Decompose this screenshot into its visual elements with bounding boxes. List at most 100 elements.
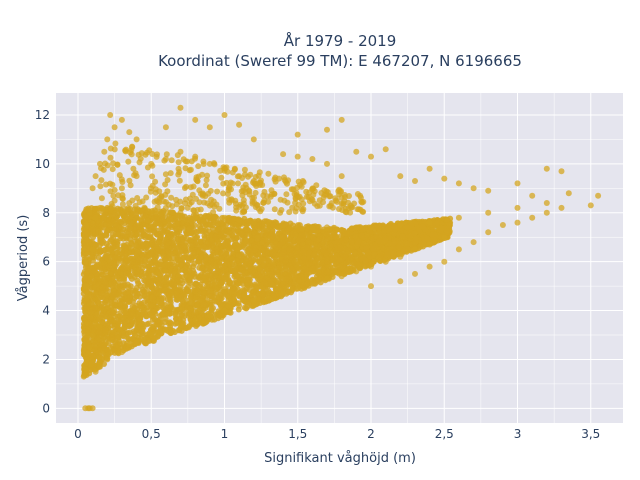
data-point xyxy=(133,284,140,291)
data-point xyxy=(438,225,445,232)
data-point xyxy=(152,263,159,270)
data-point xyxy=(86,278,93,285)
data-point xyxy=(97,238,104,245)
data-point xyxy=(129,258,136,265)
data-point xyxy=(102,340,109,347)
data-point xyxy=(122,246,129,252)
data-point xyxy=(210,252,216,259)
data-point xyxy=(177,261,184,268)
data-point xyxy=(371,250,378,257)
data-point xyxy=(99,284,106,291)
data-point xyxy=(251,292,258,299)
data-point xyxy=(114,255,121,262)
data-point xyxy=(445,228,451,235)
data-point xyxy=(144,276,151,282)
data-point xyxy=(160,253,167,260)
data-point xyxy=(113,222,120,229)
data-point xyxy=(141,293,148,300)
data-point xyxy=(136,316,143,323)
data-point xyxy=(356,249,362,256)
data-point xyxy=(175,273,182,280)
data-point xyxy=(95,254,102,261)
data-point xyxy=(151,308,158,315)
data-point xyxy=(243,285,250,292)
data-point xyxy=(196,264,203,271)
data-point xyxy=(302,265,309,272)
data-point xyxy=(174,257,181,264)
data-point xyxy=(183,250,190,257)
data-point xyxy=(219,278,226,285)
data-point xyxy=(102,253,109,260)
data-point xyxy=(279,251,285,258)
data-point xyxy=(98,289,105,296)
data-points xyxy=(80,104,602,412)
data-point xyxy=(211,262,218,269)
data-point xyxy=(167,299,174,306)
data-point xyxy=(224,228,231,235)
data-point xyxy=(161,262,168,269)
data-point xyxy=(231,215,238,222)
data-point xyxy=(291,280,298,287)
data-point xyxy=(153,214,160,221)
data-point xyxy=(146,267,152,274)
data-point xyxy=(146,227,153,234)
data-point xyxy=(93,290,99,297)
data-point xyxy=(194,301,201,308)
data-point xyxy=(261,279,268,286)
data-point xyxy=(381,227,388,234)
data-point xyxy=(255,295,262,302)
data-point xyxy=(238,230,245,237)
data-point xyxy=(158,287,165,294)
data-point xyxy=(146,252,153,259)
data-point xyxy=(84,268,91,275)
data-point xyxy=(203,276,209,282)
data-point xyxy=(192,288,199,295)
data-point xyxy=(298,236,305,243)
data-point xyxy=(214,238,221,245)
data-point xyxy=(191,222,198,229)
data-point xyxy=(148,284,155,291)
data-point xyxy=(235,252,242,259)
data-point xyxy=(95,296,102,303)
data-point xyxy=(265,232,272,238)
data-point xyxy=(98,300,105,307)
data-point xyxy=(92,284,99,291)
data-point xyxy=(399,233,406,240)
data-point xyxy=(277,273,284,280)
data-point xyxy=(152,257,159,264)
data-point xyxy=(167,304,174,311)
data-point xyxy=(134,261,141,268)
data-point xyxy=(81,314,88,321)
data-point xyxy=(81,342,88,348)
data-point xyxy=(152,221,159,228)
data-point xyxy=(227,245,234,252)
data-point xyxy=(443,216,450,223)
data-point xyxy=(222,250,229,257)
data-point xyxy=(141,258,148,265)
data-point xyxy=(263,269,270,276)
data-point xyxy=(201,235,208,242)
data-point xyxy=(245,218,252,225)
data-point xyxy=(145,320,152,327)
data-point xyxy=(129,319,136,326)
data-point xyxy=(303,226,310,233)
data-point xyxy=(153,276,159,283)
data-point xyxy=(243,237,250,243)
data-point xyxy=(115,318,122,325)
data-point xyxy=(102,279,109,286)
data-point xyxy=(297,259,303,266)
data-point xyxy=(179,306,185,313)
data-point xyxy=(345,230,352,237)
data-point xyxy=(214,246,220,253)
data-point xyxy=(264,227,271,234)
data-point xyxy=(111,292,118,298)
data-point xyxy=(139,331,146,338)
data-point xyxy=(140,309,147,316)
data-point xyxy=(92,206,99,213)
data-point xyxy=(97,307,104,314)
data-point xyxy=(269,271,275,277)
data-point xyxy=(203,283,210,290)
data-point xyxy=(212,233,219,240)
data-point xyxy=(310,235,317,242)
data-point xyxy=(172,312,179,319)
